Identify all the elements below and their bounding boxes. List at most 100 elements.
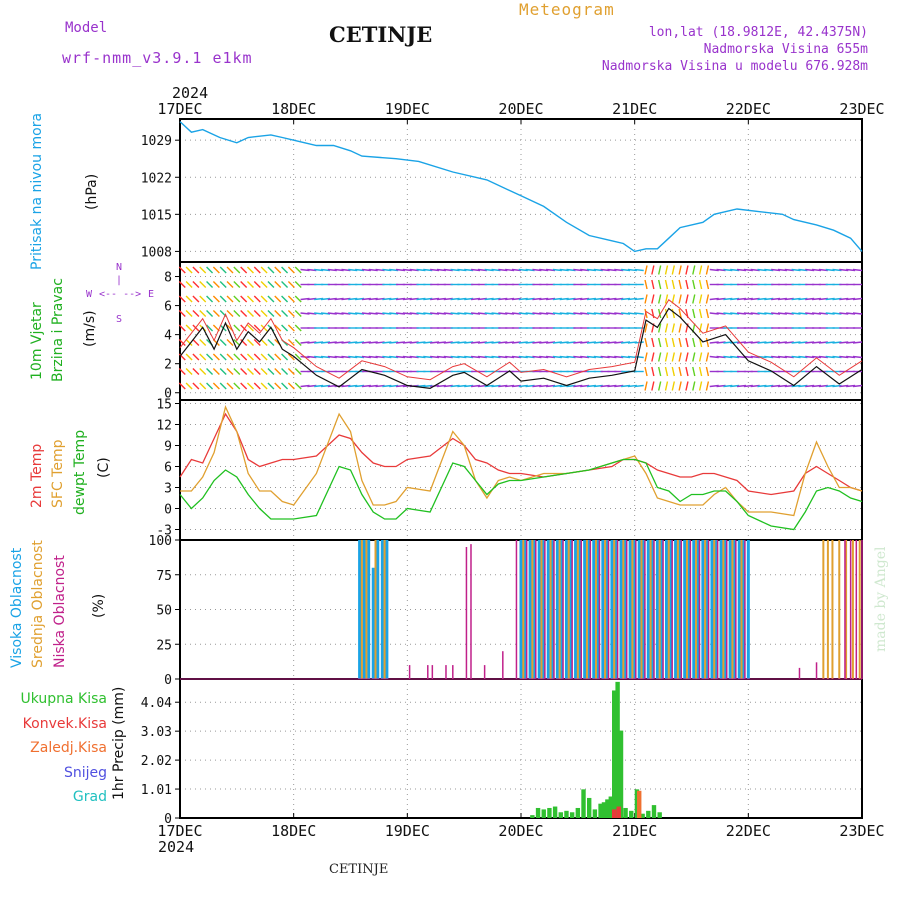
wind-arrow-25 [192, 368, 200, 375]
wind-arrow-869 [832, 341, 842, 344]
wind-arrow-590 [620, 341, 631, 344]
precip-bar-0-4 [552, 806, 558, 818]
wind-arrow-212 [334, 341, 344, 344]
wind-arrow-124 [267, 368, 275, 375]
wind-arrow-79 [233, 368, 241, 375]
wind-arrow-688 [698, 323, 703, 333]
precip-bar-0-1 [535, 807, 541, 818]
wind-arrow-474 [532, 355, 542, 359]
wind-arrow-825 [798, 355, 808, 359]
wind-arrow-839 [811, 297, 822, 301]
wind-arrow-596 [627, 297, 637, 301]
wind-arrow-65 [226, 295, 234, 303]
wind-arrow-878 [839, 341, 849, 344]
wind-arrow-348 [436, 355, 447, 359]
precip-bar-0-2 [541, 809, 546, 818]
wind-arrow-494 [545, 384, 556, 388]
wind-arrow-158 [294, 339, 302, 346]
precip-bar-0-14 [605, 799, 610, 818]
wind-arrow-92 [246, 295, 254, 303]
wind-arrow-437 [505, 341, 515, 344]
wind-arrow-540 [586, 268, 597, 272]
wind-arrow-336 [430, 312, 440, 315]
precip-bar-0-19 [623, 807, 628, 818]
wind-arrow-692 [698, 381, 703, 391]
wind-arrow-536 [580, 341, 590, 344]
wind-arrow-404 [477, 384, 487, 388]
wind-arrow-129 [274, 310, 282, 317]
wind-arrow-19 [192, 281, 200, 288]
wind-arrow-870 [832, 355, 842, 359]
wind-arrow-632 [657, 294, 662, 304]
wind-arrow-697 [705, 323, 710, 333]
precip-bar-0-16 [612, 690, 617, 818]
wind-arrow-661 [678, 323, 682, 333]
lonlat: lon,lat (18.9812E, 42.4375N) [648, 25, 868, 40]
wind-arrow-154 [294, 281, 302, 288]
wind-arrow-614 [644, 294, 648, 304]
wind-arrow-701 [705, 381, 710, 391]
wind-arrow-164 [300, 297, 310, 301]
wind-arrow-62 [219, 382, 227, 390]
wind-arrow-500 [552, 341, 562, 344]
wind-arrow-560 [600, 297, 610, 301]
wind-arrow-64 [226, 281, 234, 288]
wind-arrow-345 [436, 312, 447, 315]
wind-arrow-264 [375, 312, 385, 315]
wind-arrow-633 [657, 308, 662, 319]
wind-arrow-11 [185, 295, 193, 303]
ytick-label-wind_speed-0: 0 [164, 387, 172, 402]
wind-arrow-705 [709, 312, 719, 315]
wind-arrow-840 [811, 312, 822, 315]
wind-arrow-707 [709, 341, 719, 344]
wind-arrow-266 [375, 341, 385, 344]
wind-arrow-479 [539, 297, 549, 301]
footer-station: CETINJE [329, 862, 389, 877]
wind-arrow-828 [805, 268, 815, 272]
wind-arrow-593 [620, 384, 631, 388]
wind-arrow-620 [644, 381, 648, 391]
wind-arrow-74 [233, 295, 241, 303]
wind-arrow-798 [777, 355, 788, 359]
wind-arrow-239 [355, 341, 365, 344]
compass-arrows-v: | [116, 275, 123, 286]
wind-arrow-749 [743, 297, 753, 301]
wind-arrow-539 [580, 384, 590, 388]
wind-arrow-375 [457, 355, 467, 359]
wind-arrow-174 [307, 312, 317, 315]
wind-vector-field [178, 265, 863, 391]
precip-bar-0-6 [564, 810, 569, 818]
wind-arrow-860 [825, 341, 835, 344]
wind-arrow-255 [368, 312, 378, 315]
wind-arrow-489 [545, 312, 556, 315]
wind-arrow-710 [709, 384, 719, 388]
ytick-label-precipitation-0: 0 [164, 812, 172, 827]
ytick-label-precipitation-2: 2.02 [141, 754, 172, 769]
wind-arrow-203 [327, 341, 337, 344]
wind-arrow-849 [818, 312, 828, 315]
wind-arrow-702 [709, 268, 719, 272]
wind-arrow-347 [436, 341, 447, 344]
wind-arrow-365 [450, 341, 460, 344]
wind-arrow-272 [382, 297, 392, 301]
compass-south: S [116, 314, 123, 325]
wind-arrow-285 [389, 355, 399, 359]
wind-arrow-684 [698, 265, 703, 275]
wind-arrow-69 [226, 353, 234, 361]
wind-arrow-770 [757, 341, 767, 344]
wind-arrow-720 [723, 268, 733, 272]
wind-arrow-309 [409, 312, 419, 315]
wind-arrow-585 [620, 268, 631, 272]
xtick-bottom-2: 19DEC [385, 822, 430, 840]
wind-arrow-270 [382, 268, 392, 272]
wind-arrow-605 [634, 297, 644, 301]
wind-arrow-351 [443, 268, 453, 272]
wind-arrow-887 [846, 341, 856, 344]
wind-arrow-207 [334, 268, 344, 272]
wind-arrow-837 [811, 268, 822, 272]
wind-arrow-344 [436, 297, 447, 301]
wind-arrow-548 [586, 384, 597, 388]
ytick-label-temperature-0: -3 [156, 524, 172, 539]
wind-arrow-741 [736, 312, 747, 315]
wind-arrow-240 [355, 355, 365, 359]
